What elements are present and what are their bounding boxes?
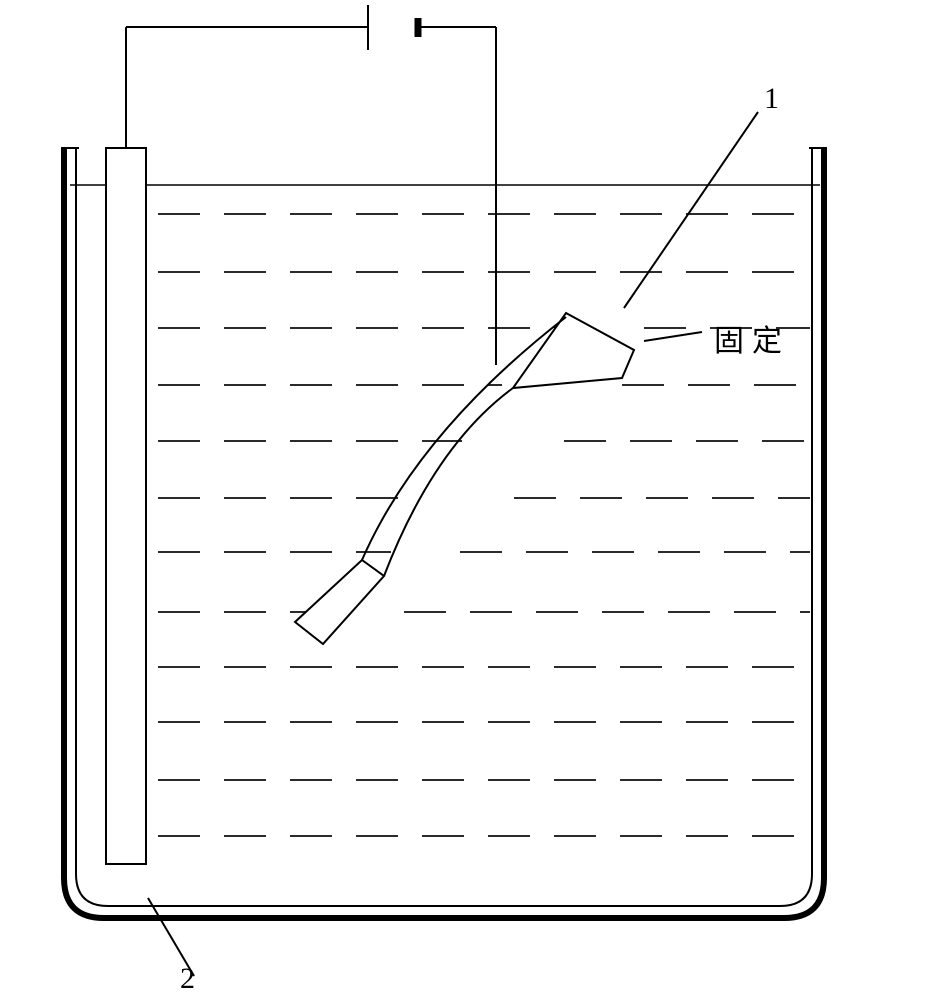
- bending-lower-block: [295, 560, 384, 644]
- fixed-label-leader: [644, 332, 702, 341]
- bending-curve-left-edge: [362, 317, 566, 560]
- label-1-leader: [624, 112, 758, 308]
- container-outer-wall: [64, 148, 824, 918]
- bending-curve-right-edge: [384, 388, 513, 576]
- bending-upper-block: [513, 313, 634, 388]
- label-2: 2: [180, 962, 195, 996]
- left-electrode: [106, 148, 146, 864]
- label-1: 1: [764, 82, 779, 116]
- fixed-label: 固定: [714, 316, 790, 360]
- liquid-dashes: [158, 214, 810, 836]
- container-inner-wall: [76, 148, 812, 906]
- schematic-svg: [0, 0, 945, 1000]
- diagram-container: 1 固定 2: [0, 0, 945, 1000]
